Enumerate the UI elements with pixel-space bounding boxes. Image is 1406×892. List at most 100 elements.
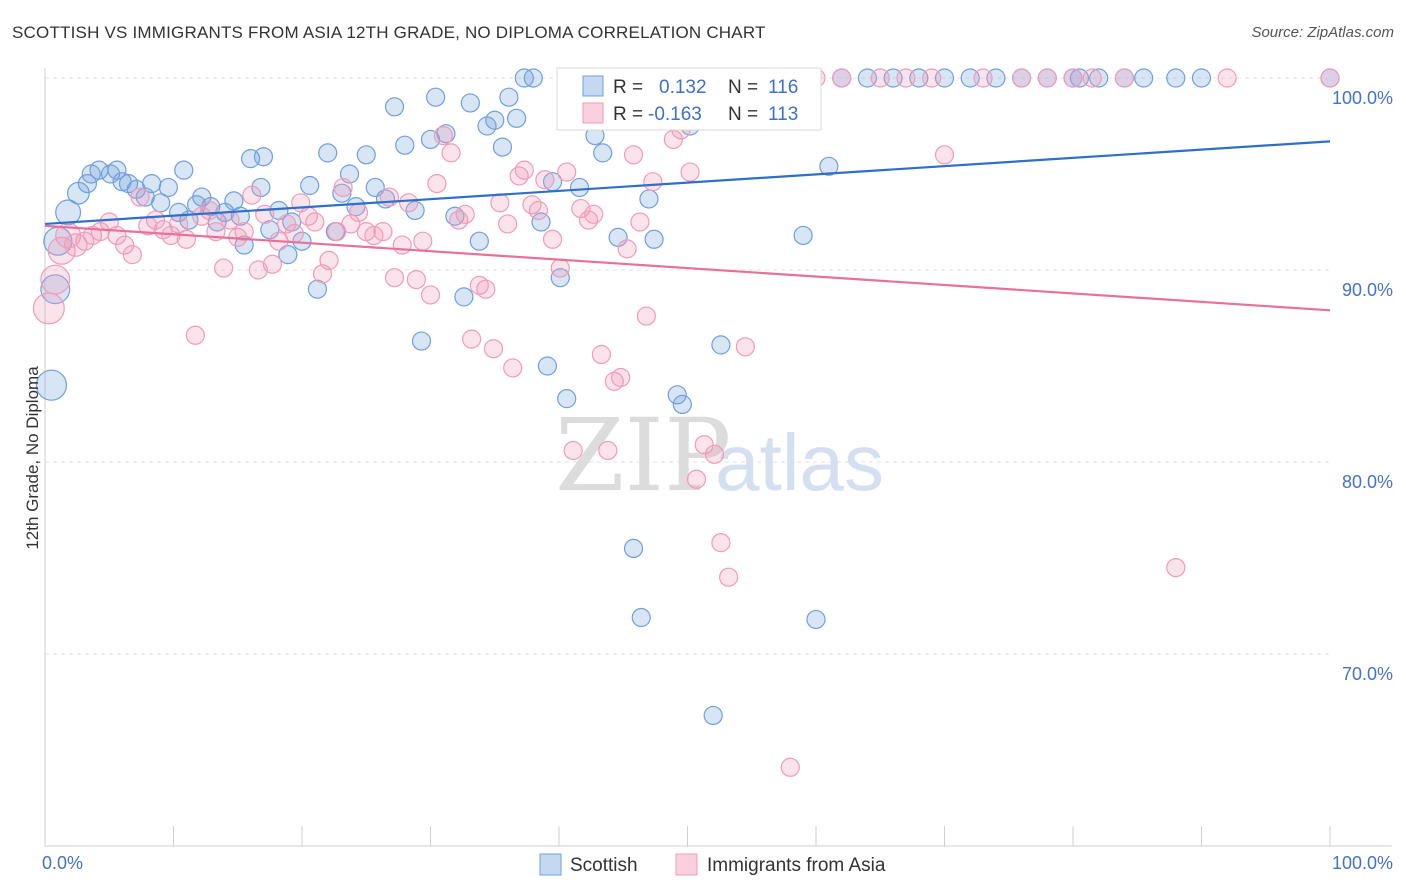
scottish-point-58: [485, 110, 505, 130]
asia-point-100: [870, 68, 890, 88]
asia-point-66: [514, 160, 534, 180]
stats-r-value-scottish: 0.132: [659, 77, 707, 98]
scottish-point-9: [107, 160, 127, 180]
scottish-point-17: [169, 202, 189, 222]
asia-point-77: [591, 344, 612, 365]
asia-point-103: [934, 145, 955, 165]
asia-point-105: [1011, 68, 1032, 88]
scottish-point-68: [557, 389, 577, 409]
asia-point-18: [176, 229, 196, 249]
asia-point-108: [1082, 68, 1102, 88]
asia-point-21: [199, 200, 220, 221]
asia-points: [32, 68, 1340, 777]
asia-point-83: [630, 212, 650, 232]
watermark: ZIP atlas: [555, 397, 884, 514]
x-tick-labels: 0.0% 100.0%: [42, 853, 1393, 873]
asia-point-101: [896, 68, 916, 88]
asia-point-20: [192, 206, 212, 226]
scottish-point-83: [667, 385, 687, 405]
asia-point-94: [719, 567, 739, 587]
asia-point-38: [319, 250, 339, 270]
scottish-point-77: [623, 538, 644, 559]
asia-point-53: [427, 174, 447, 194]
y-tick-label-100: 100.0%: [1332, 88, 1393, 108]
asia-point-102: [922, 68, 942, 88]
asia-point-72: [557, 162, 577, 182]
legend-label-asia: Immigrants from Asia: [707, 855, 886, 876]
chart-title: SCOTTISH VS IMMIGRANTS FROM ASIA 12TH GR…: [12, 23, 766, 42]
legend: Scottish Immigrants from Asia: [539, 853, 886, 876]
asia-point-30: [262, 254, 283, 274]
asia-point-45: [373, 222, 393, 242]
scottish-point-51: [426, 87, 446, 107]
scottish-point-110: [1089, 68, 1109, 88]
watermark-zip: ZIP: [555, 397, 731, 514]
asia-point-49: [399, 193, 419, 213]
asia-point-28: [248, 260, 268, 280]
asia-point-52: [420, 285, 441, 305]
asia-point-104: [973, 68, 993, 88]
scottish-point-48: [405, 200, 425, 221]
asia-point-73: [563, 440, 583, 461]
asia-point-65: [509, 166, 529, 186]
asia-point-90: [686, 469, 707, 489]
scottish-point-37: [307, 279, 328, 299]
scottish-point-27: [234, 235, 254, 255]
asia-point-11: [122, 245, 142, 265]
y-tick-label-80: 80.0%: [1342, 472, 1393, 492]
asia-point-64: [503, 358, 523, 378]
scottish-point-96: [793, 225, 813, 246]
asia-point-19: [185, 325, 205, 345]
y-tick-label-90: 90.0%: [1342, 280, 1393, 300]
asia-point-47: [384, 268, 405, 288]
asia-point-110: [1166, 557, 1186, 578]
scottish-point-38: [318, 143, 338, 163]
asia-point-75: [578, 210, 599, 230]
stats-swatch-scottish: [582, 75, 604, 97]
asia-point-12: [130, 187, 150, 207]
asia-point-2: [47, 236, 76, 265]
asia-point-1: [40, 264, 71, 295]
scottish-point-113: [1166, 68, 1186, 88]
scottish-point-61: [506, 108, 527, 128]
asia-point-50: [406, 270, 426, 290]
scottish-point-47: [395, 135, 415, 155]
scottish-point-54: [454, 287, 474, 307]
asia-point-76: [584, 204, 604, 224]
asia-point-57: [455, 204, 475, 224]
asia-point-10: [115, 235, 135, 255]
scottish-point-3: [55, 199, 82, 226]
scottish-point-49: [411, 331, 432, 351]
scottish-point-98: [819, 156, 839, 176]
asia-point-27: [242, 185, 262, 205]
legend-label-scottish: Scottish: [570, 855, 638, 876]
legend-swatch-asia: [675, 853, 698, 876]
stats-n-label-asia: N =: [728, 104, 758, 125]
stats-box: R = 0.132 N = 116 R = -0.163 N = 113: [556, 67, 822, 131]
x-tick-label-min: 0.0%: [42, 853, 83, 873]
asia-point-54: [433, 126, 453, 146]
asia-point-78: [598, 440, 618, 461]
asia-point-36: [305, 212, 325, 232]
scottish-trend-line: [44, 140, 1331, 226]
scottish-point-65: [537, 356, 558, 376]
scottish-point-97: [806, 609, 826, 630]
asia-point-80: [611, 367, 631, 388]
scottish-point-0: [35, 369, 68, 401]
scottish-point-67: [550, 268, 570, 288]
asia-point-111: [1217, 68, 1237, 88]
asia-point-0: [32, 292, 65, 325]
asia-point-112: [1320, 68, 1340, 88]
scottish-point-33: [278, 245, 298, 265]
asia-point-68: [528, 200, 549, 221]
asia-point-69: [535, 170, 555, 190]
scottish-point-79: [639, 189, 659, 209]
scottish-point-73: [593, 143, 613, 163]
asia-point-4: [64, 233, 88, 257]
scottish-point-59: [492, 137, 513, 157]
scottish-point-30: [253, 147, 274, 167]
stats-r-label-scottish: R =: [613, 77, 643, 98]
asia-point-58: [462, 329, 482, 349]
asia-point-42: [348, 202, 369, 222]
